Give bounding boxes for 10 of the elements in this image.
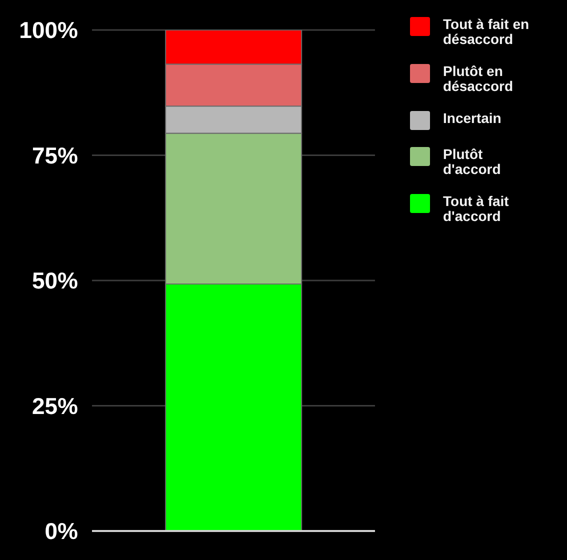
legend-label: Plutôt d'accord [443, 146, 502, 177]
legend-label: Incertain [443, 110, 502, 126]
y-tick-label: 50% [32, 268, 78, 294]
y-tick-label: 0% [44, 518, 78, 544]
legend-label: Plutôt en désaccord [443, 63, 514, 94]
y-tick-label: 75% [32, 142, 78, 168]
y-tick-label: 25% [32, 392, 78, 419]
legend-label: Tout à fait en désaccord [443, 16, 530, 47]
y-tick-label: 100% [19, 17, 78, 44]
legend-label: Tout à fait d'accord [443, 193, 510, 224]
